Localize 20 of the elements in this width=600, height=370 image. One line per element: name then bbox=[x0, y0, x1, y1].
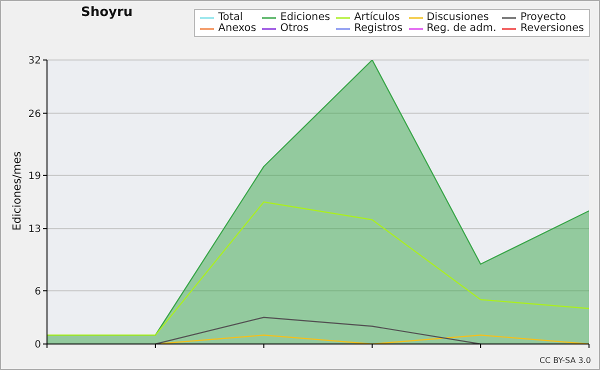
y-tick-label: 19 bbox=[28, 170, 41, 182]
line-series bbox=[47, 201, 589, 336]
legend-label: Proyecto bbox=[519, 11, 567, 23]
legend-label: Total bbox=[217, 11, 244, 23]
y-tick-label: 32 bbox=[28, 56, 41, 67]
legend-label: Reg. de adm. bbox=[426, 22, 496, 34]
legend-label: Anexos bbox=[217, 22, 256, 34]
legend-label: Discusiones bbox=[426, 11, 490, 23]
legend-label: Registros bbox=[353, 22, 403, 34]
legend-label: Reversiones bbox=[519, 22, 584, 34]
chart-title: Shoyru bbox=[81, 5, 133, 20]
text: CC BY-SA 3.0 bbox=[539, 356, 591, 365]
y-tick-label: 13 bbox=[28, 224, 41, 236]
y-tick-label: 26 bbox=[28, 108, 41, 120]
legend-label: Artículos bbox=[353, 11, 401, 23]
y-tick-label: 0 bbox=[34, 340, 41, 351]
legend-label: Ediciones bbox=[279, 11, 330, 23]
y-axis-title: Ediciones/mes bbox=[10, 150, 24, 233]
y-tick-label: 6 bbox=[34, 286, 41, 298]
legend-label: Otros bbox=[279, 22, 310, 34]
